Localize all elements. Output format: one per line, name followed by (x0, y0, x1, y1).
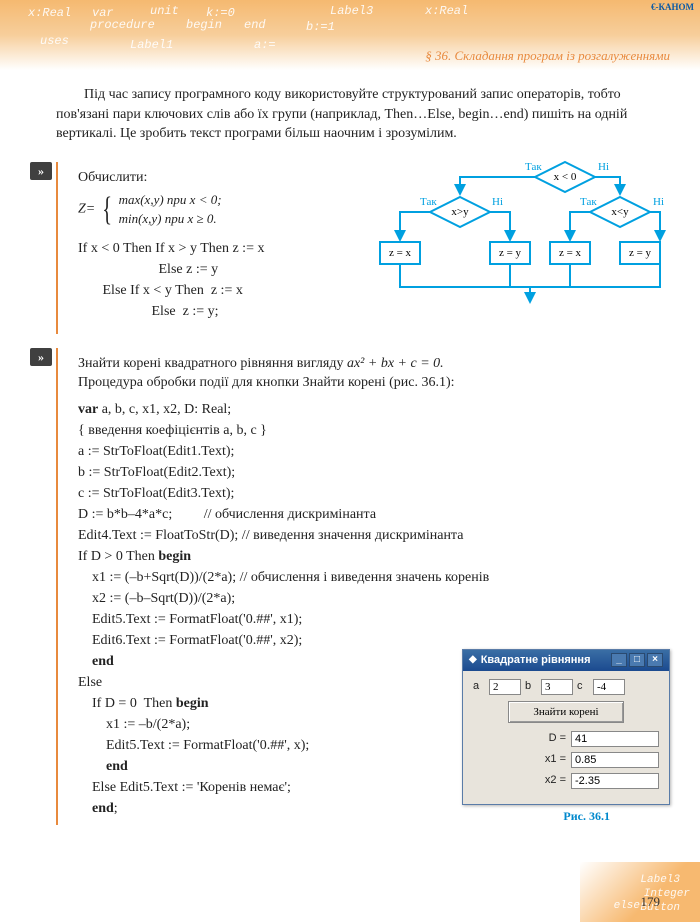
program-window: ◆ Квадратне рівняння _ □ × a b c Знайти … (462, 649, 670, 805)
svg-text:Так: Так (525, 161, 542, 173)
svg-text:x < 0: x < 0 (554, 171, 577, 183)
output-x2[interactable] (571, 773, 659, 789)
svg-text:Ні: Ні (598, 161, 609, 173)
output-d[interactable] (571, 731, 659, 747)
page-content: Під час запису програмного коду використ… (56, 85, 670, 839)
publisher-logo: €-КАНОМ (651, 2, 694, 12)
section-header: § 36. Складання програм із розгалуженням… (0, 48, 670, 64)
svg-text:z = y: z = y (499, 247, 522, 259)
block-marker-icon: » (30, 348, 52, 366)
label-a: a (473, 679, 485, 694)
flowchart-diagram: x < 0 Так Ні x>y Так Ні x<y Так Ні (370, 152, 670, 317)
svg-text:x>y: x>y (451, 206, 469, 218)
block2-title: Знайти корені квадратного рівняння вигля… (78, 354, 670, 374)
app-icon: ◆ (469, 653, 477, 667)
block2-subtitle: Процедура обробки події для кнопки Знайт… (78, 373, 670, 393)
input-a[interactable] (489, 679, 521, 695)
bottom-decoration: Label3 Integer else Button (580, 862, 700, 922)
find-roots-button[interactable]: Знайти корені (508, 701, 623, 723)
svg-text:Ні: Ні (653, 196, 664, 208)
label-x2: x2 = (532, 773, 566, 788)
example-block-2: » Знайти корені квадратного рівняння виг… (56, 348, 670, 825)
close-button[interactable]: × (647, 653, 663, 667)
output-x1[interactable] (571, 752, 659, 768)
z-formula: Z= { max(x,y) при x < 0; min(x,y) при x … (78, 191, 222, 227)
svg-text:x<y: x<y (611, 206, 629, 218)
label-d: D = (532, 731, 566, 746)
page-number: 179 (641, 894, 661, 910)
label-c: c (577, 679, 589, 694)
label-x1: x1 = (532, 752, 566, 767)
svg-text:Так: Так (580, 196, 597, 208)
label-b: b (525, 679, 537, 694)
svg-text:z = y: z = y (629, 247, 652, 259)
input-b[interactable] (541, 679, 573, 695)
svg-text:Ні: Ні (492, 196, 503, 208)
input-c[interactable] (593, 679, 625, 695)
maximize-button[interactable]: □ (629, 653, 645, 667)
titlebar: ◆ Квадратне рівняння _ □ × (463, 650, 669, 671)
svg-text:Так: Так (420, 196, 437, 208)
intro-paragraph: Під час запису програмного коду використ… (56, 85, 670, 144)
svg-text:z = x: z = x (389, 247, 412, 259)
window-body: a b c Знайти корені D = x1 = x2 = (463, 671, 669, 804)
figure-caption: Рис. 36.1 (563, 808, 610, 825)
block-marker-icon: » (30, 162, 52, 180)
minimize-button[interactable]: _ (611, 653, 627, 667)
svg-text:z = x: z = x (559, 247, 582, 259)
window-title: Квадратне рівняння (481, 653, 591, 668)
example-block-1: » Обчислити: Z= { max(x,y) при x < 0; mi… (56, 162, 670, 334)
